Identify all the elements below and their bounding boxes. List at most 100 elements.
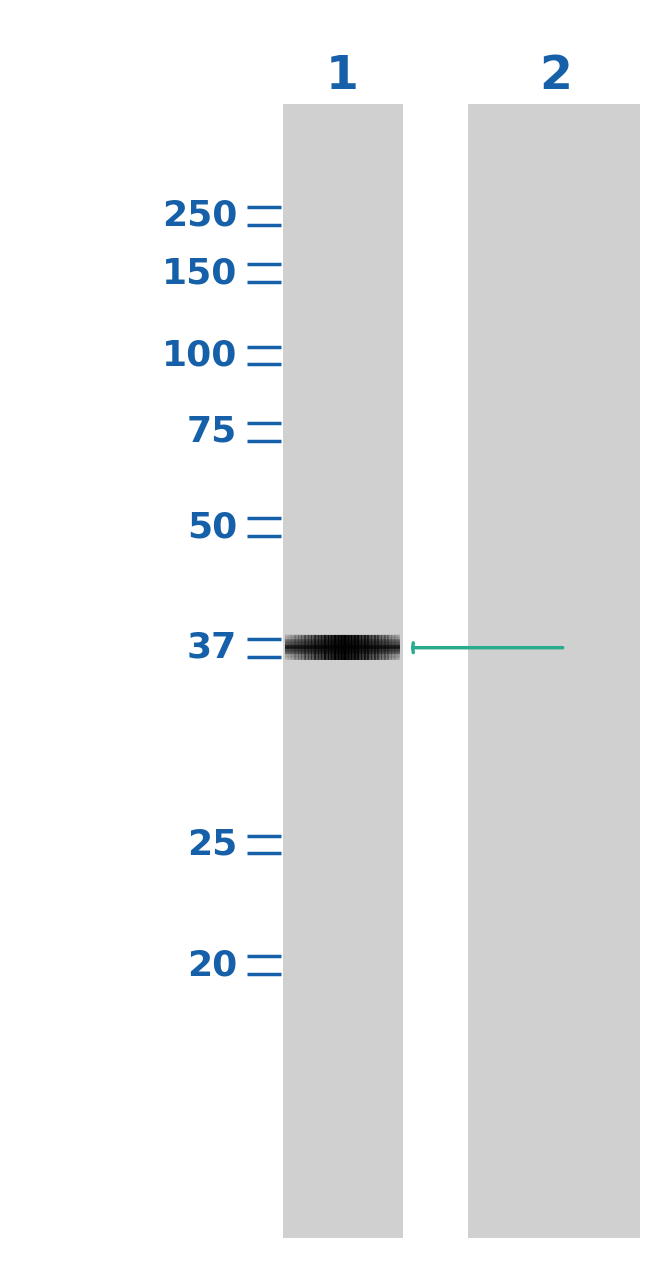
Bar (395, 635, 398, 660)
Bar (285, 645, 400, 646)
Text: 37: 37 (187, 631, 237, 664)
Bar (285, 635, 400, 636)
Bar (350, 635, 352, 660)
Text: 50: 50 (187, 511, 237, 544)
Text: 1: 1 (326, 53, 359, 99)
Bar (364, 635, 366, 660)
Bar (285, 649, 400, 650)
Bar (285, 636, 400, 638)
Bar (285, 635, 400, 636)
Bar (326, 635, 328, 660)
Bar (388, 635, 391, 660)
Bar (335, 635, 337, 660)
Bar (361, 635, 363, 660)
Bar (285, 650, 400, 652)
Bar (341, 635, 343, 660)
Bar (285, 653, 400, 654)
Text: 2: 2 (540, 53, 572, 99)
Bar (393, 635, 395, 660)
Bar (367, 635, 369, 660)
Bar (357, 635, 359, 660)
Bar (371, 635, 373, 660)
Bar (338, 635, 341, 660)
Bar (302, 635, 305, 660)
Bar (285, 658, 400, 659)
Bar (376, 635, 378, 660)
Bar (324, 635, 326, 660)
Bar (318, 635, 320, 660)
Bar (390, 635, 392, 660)
Text: 25: 25 (187, 828, 237, 861)
Bar (290, 635, 292, 660)
Bar (385, 635, 387, 660)
Bar (352, 635, 355, 660)
Bar (285, 652, 400, 653)
Bar (306, 635, 307, 660)
Bar (285, 646, 400, 648)
Bar (285, 640, 400, 641)
Bar (304, 635, 306, 660)
Bar (369, 635, 370, 660)
Bar (377, 635, 379, 660)
Text: 20: 20 (187, 949, 237, 982)
Bar (363, 635, 365, 660)
Bar (285, 657, 400, 658)
Bar (311, 635, 313, 660)
Bar (359, 635, 362, 660)
Bar (285, 658, 400, 659)
Bar (383, 635, 385, 660)
Bar (285, 650, 400, 652)
Text: 150: 150 (162, 257, 237, 290)
Bar (288, 635, 291, 660)
Bar (398, 635, 400, 660)
Bar (343, 635, 344, 660)
Bar (344, 635, 346, 660)
Bar (285, 648, 400, 649)
Bar (351, 635, 353, 660)
Bar (322, 635, 324, 660)
Text: 100: 100 (162, 339, 237, 372)
Bar (358, 635, 360, 660)
Bar (397, 635, 399, 660)
Bar (380, 635, 382, 660)
Bar (292, 635, 294, 660)
Bar (387, 635, 389, 660)
Bar (372, 635, 374, 660)
Bar (287, 635, 289, 660)
Bar (321, 635, 323, 660)
Bar (308, 635, 310, 660)
Bar (307, 635, 309, 660)
Bar (285, 643, 400, 644)
Bar (333, 635, 335, 660)
Bar (309, 635, 312, 660)
Text: 250: 250 (162, 199, 237, 232)
Text: 75: 75 (187, 415, 237, 448)
Bar (285, 655, 400, 657)
Bar (295, 635, 298, 660)
Bar (285, 654, 400, 655)
Bar (301, 635, 303, 660)
Bar (370, 635, 372, 660)
Bar (285, 659, 400, 660)
Bar (285, 645, 400, 646)
Bar (330, 635, 332, 660)
Bar (384, 635, 386, 660)
Bar (327, 635, 329, 660)
Bar (285, 644, 400, 645)
Bar (294, 635, 296, 660)
Bar (340, 635, 342, 660)
Bar (298, 635, 300, 660)
Bar (394, 635, 396, 660)
Bar (337, 635, 339, 660)
Bar (285, 653, 400, 654)
Bar (285, 641, 400, 643)
Bar (331, 635, 333, 660)
Bar (285, 643, 400, 644)
Bar (285, 638, 400, 639)
Bar (334, 635, 336, 660)
Bar (381, 635, 384, 660)
Bar (348, 635, 350, 660)
Bar (291, 635, 293, 660)
Bar (285, 635, 287, 660)
Bar (314, 635, 316, 660)
